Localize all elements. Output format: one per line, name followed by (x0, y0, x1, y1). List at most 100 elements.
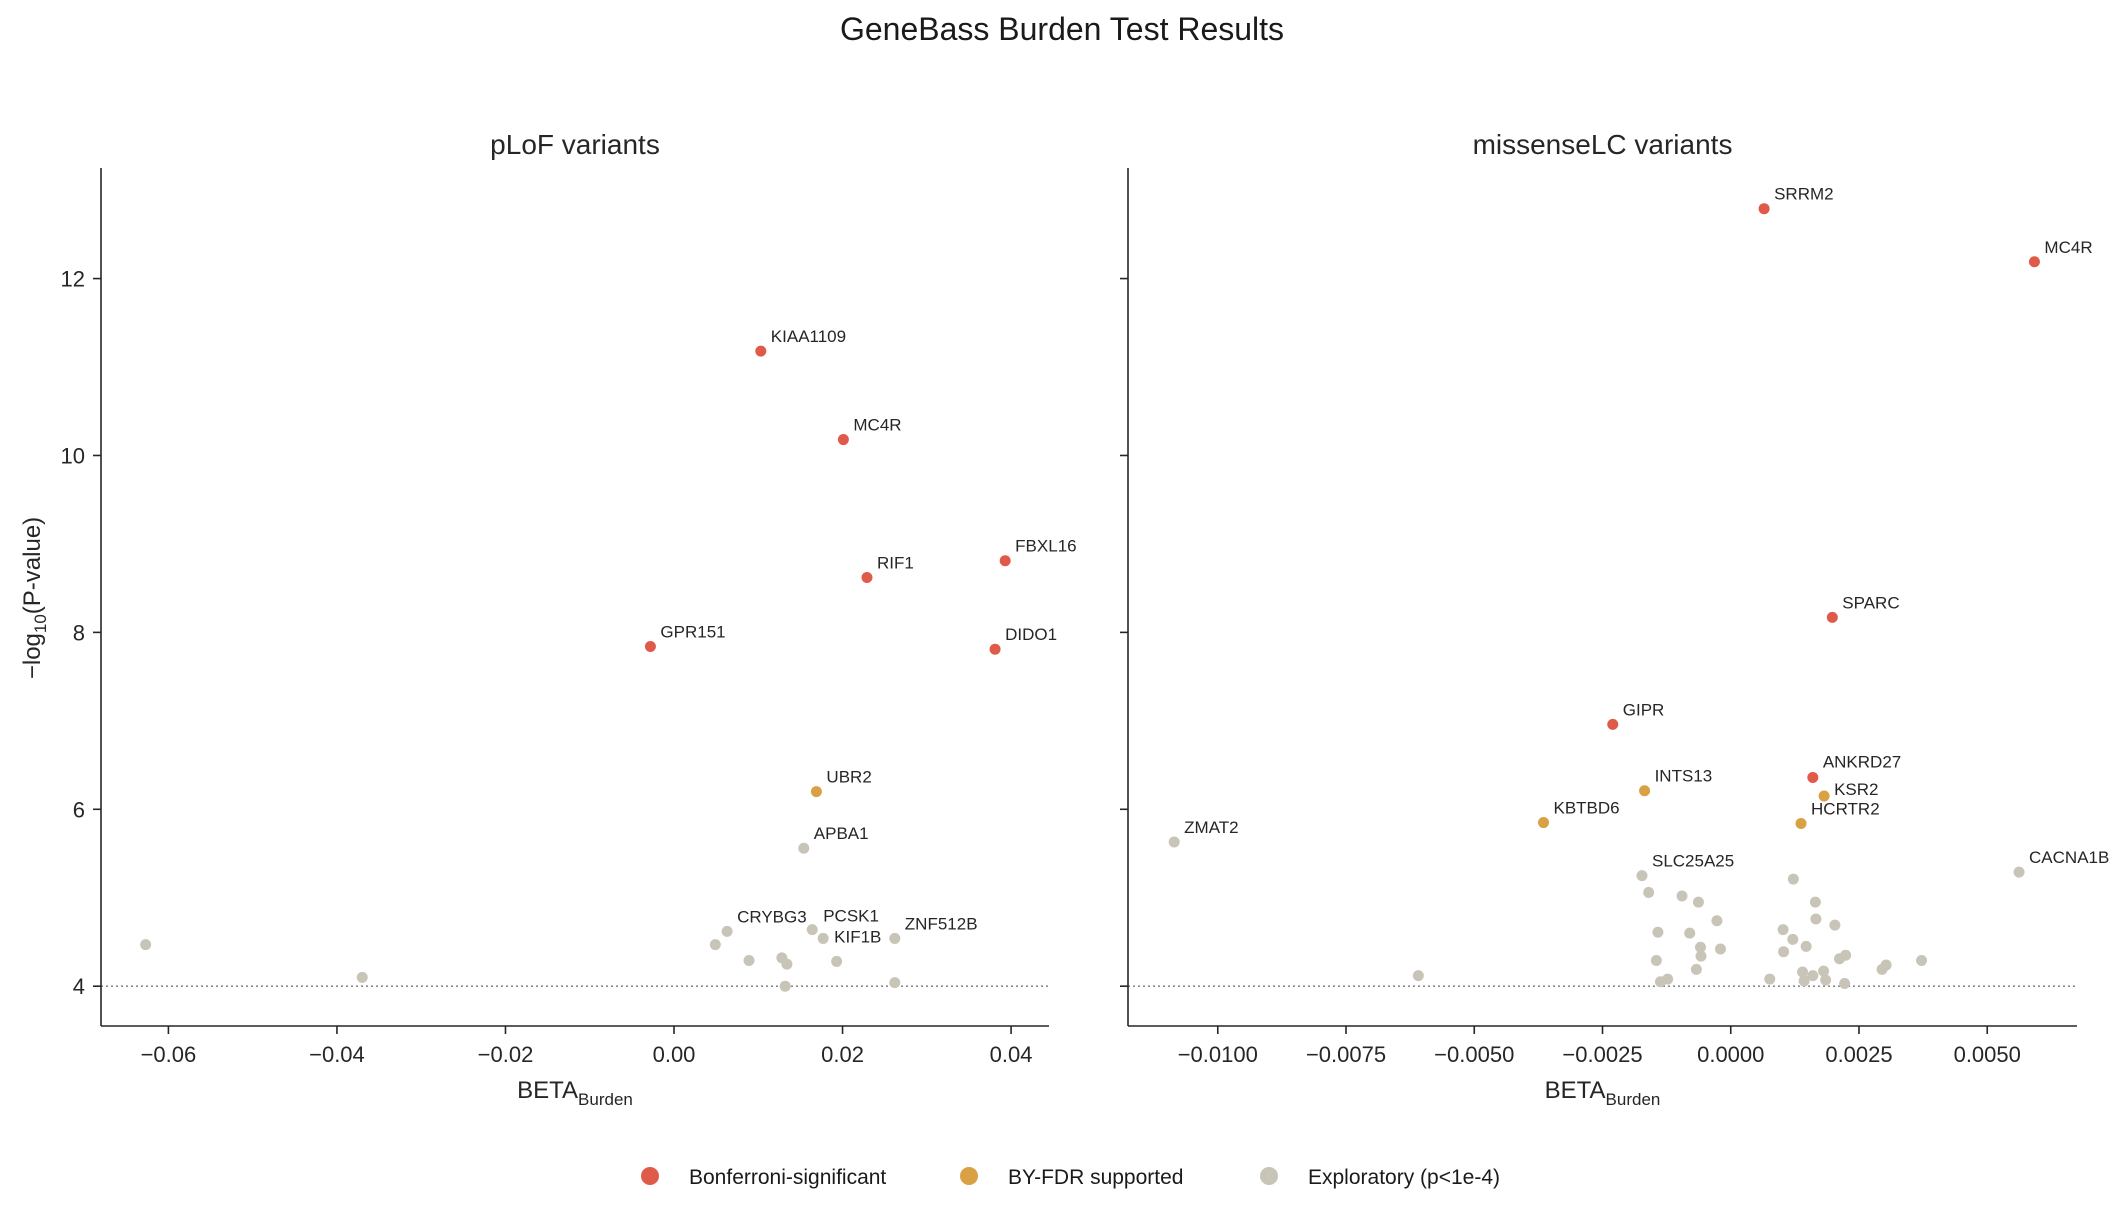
missense-point-unlabeled (1764, 973, 1776, 985)
plof-point-label-kif1b: KIF1B (834, 927, 881, 946)
missense-point-unlabeled (1800, 940, 1812, 952)
missense-point-unlabeled (1694, 941, 1706, 953)
plof-point-kiaa1109 (755, 345, 767, 357)
plof-point-unlabeled (889, 977, 901, 989)
plof-point-unlabeled (779, 980, 791, 992)
missense-point-hcrtr2 (1795, 817, 1807, 829)
missense-point-unlabeled (1798, 975, 1810, 987)
plof-point-unlabeled (831, 955, 843, 967)
missense-x-tick-label: 0.0025 (1825, 1042, 1892, 1067)
legend-item-bonferroni[interactable]: Bonferroni-significant (641, 1166, 886, 1189)
missense-point-unlabeled (1778, 946, 1790, 958)
legend-item-by-fdr[interactable]: BY-FDR supported (960, 1166, 1183, 1189)
missense-point-unlabeled (1654, 976, 1666, 988)
missense-panel-title: missenseLC variants (1473, 129, 1733, 160)
missense-point-label-zmat2: ZMAT2 (1184, 818, 1238, 837)
plof-point-label-dido1: DIDO1 (1005, 625, 1057, 644)
y-axis-label-subscript: 10 (31, 614, 50, 633)
plof-point-gpr151 (644, 641, 656, 653)
plof-point-rif1 (861, 572, 873, 584)
missense-point-label-gipr: GIPR (1623, 700, 1665, 719)
legend: Bonferroni-significant BY-FDR supported … (641, 1166, 1500, 1189)
missense-point-unlabeled (1676, 890, 1688, 902)
missense-point-unlabeled (1810, 913, 1822, 925)
missense-point-ints13 (1639, 785, 1651, 797)
plof-x-tick-label: −0.02 (478, 1042, 534, 1067)
missense-point-slc25a25 (1636, 870, 1648, 882)
missense-point-label-ksr2: KSR2 (1834, 780, 1878, 799)
plof-point-pcsk1 (806, 924, 818, 936)
missense-point-unlabeled (1839, 978, 1851, 990)
plof-y-tick-label: 6 (73, 797, 85, 822)
missense-point-label-ankrd27: ANKRD27 (1823, 752, 1901, 771)
missense-point-zmat2 (1168, 836, 1180, 848)
plof-x-tick-label: 0.02 (821, 1042, 864, 1067)
y-axis-label-prefix: −log (19, 633, 46, 679)
missense-point-unlabeled (1650, 955, 1662, 967)
plof-point-label-kiaa1109: KIAA1109 (771, 327, 846, 346)
missense-point-unlabeled (1692, 896, 1704, 908)
missense-point-kbtbd6 (1538, 817, 1550, 829)
plof-point-crybg3 (721, 925, 733, 937)
missense-point-srrm2 (1758, 203, 1770, 215)
plof-y-tick-label: 10 (61, 443, 85, 468)
plof-point-ubr2 (810, 786, 822, 798)
y-axis-label: −log10(P-value) (19, 517, 50, 679)
plof-point-znf512b (889, 932, 901, 944)
missense-x-tick-label: 0.0000 (1697, 1042, 1764, 1067)
legend-item-exploratory[interactable]: Exploratory (p<1e-4) (1260, 1166, 1500, 1189)
legend-label-by-fdr: BY-FDR supported (1008, 1166, 1183, 1189)
plof-point-label-apba1: APBA1 (814, 824, 869, 843)
plof-point-unlabeled (140, 939, 152, 951)
plof-point-apba1 (798, 842, 810, 854)
missense-point-unlabeled (1833, 953, 1845, 965)
plof-x-tick-label: 0.04 (990, 1042, 1033, 1067)
plof-panel: pLoF variants 4 6 8 10 12 −0.06 −0.04 −0.02 0.00 0… (61, 129, 1077, 1109)
plof-point-label-crybg3: CRYBG3 (737, 907, 807, 926)
plof-panel-title: pLoF variants (490, 129, 660, 160)
plof-x-axis-label-subscript: Burden (578, 1090, 633, 1109)
plof-x-axis-label: BETABurden (517, 1077, 633, 1109)
missense-point-unlabeled (1643, 886, 1655, 898)
missense-x-axis-label: BETABurden (1545, 1077, 1661, 1109)
missense-point-unlabeled (1787, 873, 1799, 885)
plof-x-axis-label-main: BETA (517, 1077, 578, 1104)
plof-y-tick-label: 12 (61, 267, 85, 292)
missense-x-tick-label: −0.0050 (1434, 1042, 1514, 1067)
missense-point-label-srrm2: SRRM2 (1774, 185, 1834, 204)
plof-y-tick-label: 4 (73, 974, 85, 999)
plof-point-label-znf512b: ZNF512B (905, 914, 978, 933)
missense-point-gipr (1607, 718, 1619, 730)
missense-point-ankrd27 (1807, 771, 1819, 783)
missense-point-unlabeled (1787, 933, 1799, 945)
plof-point-mc4r (837, 434, 849, 446)
plof-point-label-gpr151: GPR151 (660, 623, 725, 642)
y-axis-label-suffix: (P-value) (19, 517, 46, 614)
missense-point-unlabeled (1652, 926, 1664, 938)
missense-point-unlabeled (1809, 896, 1821, 908)
plof-point-dido1 (989, 643, 1001, 655)
legend-label-bonferroni: Bonferroni-significant (689, 1166, 886, 1189)
missense-point-label-slc25a25: SLC25A25 (1652, 852, 1734, 871)
plof-point-unlabeled (781, 958, 793, 970)
missense-point-unlabeled (1684, 927, 1696, 939)
plof-point-label-fbxl16: FBXL16 (1015, 537, 1076, 556)
missense-x-axis-label-main: BETA (1545, 1077, 1606, 1104)
missense-point-unlabeled (1797, 966, 1809, 978)
plof-point-label-pcsk1: PCSK1 (823, 907, 879, 926)
missense-point-label-sparc: SPARC (1842, 593, 1899, 612)
legend-marker-by-fdr (960, 1167, 978, 1185)
legend-marker-bonferroni (641, 1167, 659, 1185)
missense-x-tick-label: −0.0075 (1306, 1042, 1386, 1067)
missense-point-label-ints13: INTS13 (1655, 767, 1713, 786)
figure-title: GeneBass Burden Test Results (840, 11, 1284, 47)
missense-point-unlabeled (1711, 915, 1723, 927)
missense-point-unlabeled (1807, 970, 1819, 982)
missense-point-label-hcrtr2: HCRTR2 (1811, 799, 1880, 818)
missense-point-unlabeled (1690, 963, 1702, 975)
plof-y-tick-label: 8 (73, 620, 85, 645)
missense-x-tick-label: −0.0100 (1178, 1042, 1258, 1067)
legend-marker-exploratory (1260, 1167, 1278, 1185)
missense-point-unlabeled (1818, 965, 1830, 977)
